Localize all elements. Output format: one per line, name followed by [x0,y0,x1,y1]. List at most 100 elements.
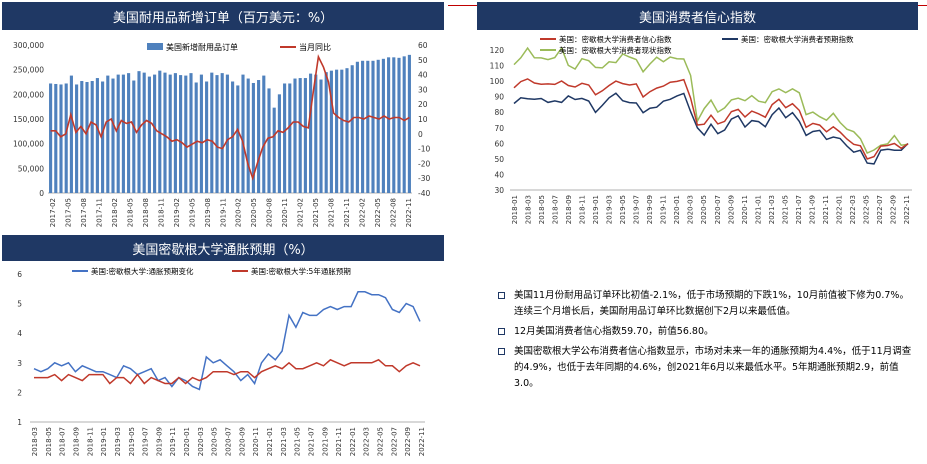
note-text: 12月美国消费者信心指数59.70，前值56.80。 [514,326,714,337]
left-y-tick-label: 250,000 [13,66,44,75]
right-y-tick-label: -40 [418,189,430,198]
durable-orders-bar [246,78,250,193]
left-y-tick-label: 100,000 [13,140,44,149]
x-tick-label: 2021-07 [795,195,803,224]
durable-orders-bar [69,75,73,193]
durable-orders-bar [392,57,396,194]
x-tick-label: 2022-09 [889,195,897,224]
x-tick-label: 2019-08 [204,198,212,227]
x-tick-label: 2022-02 [359,198,367,227]
durable-orders-bar [111,78,115,193]
x-tick-label: 2018-03 [525,195,533,224]
x-tick-label: 2019-05 [128,427,136,456]
x-tick-label: 2020-03 [687,195,695,224]
durable-orders-bar [95,78,99,193]
durable-orders-bar [64,83,68,193]
y-tick-label: 1 [17,418,22,427]
consumer-confidence-title: 美国消费者信心指数 [477,2,918,30]
note-inflation-expectation: 美国密歇根大学公布消费者信心指数显示，市场对未来一年的通胀预期为4.4%，低于1… [498,344,918,392]
y-tick-label: 50 [494,155,504,164]
durable-orders-bar [137,71,141,193]
legend-label: 美国:密歇根大学:通胀预期变化 [91,266,194,276]
durable-orders-bar [205,81,209,193]
durable-orders-bar [355,61,359,194]
y-tick-label: 110 [490,62,505,71]
durable-orders-bar [189,73,193,193]
x-tick-label: 2018-08 [142,198,150,227]
durable-orders-bar [215,75,219,193]
x-tick-label: 2021-03 [280,427,288,456]
right-y-tick-label: 10 [418,115,428,124]
y-tick-label: 2 [17,388,22,397]
durable-orders-bar [54,83,58,193]
durable-orders-bar [225,74,229,193]
durable-orders-bar [397,57,401,194]
right-y-tick-label: -20 [418,159,430,168]
x-tick-label: 2020-07 [225,427,233,456]
x-tick-label: 2019-09 [155,427,163,456]
x-tick-label: 2019-09 [646,195,654,224]
durable-orders-bar [75,84,79,193]
x-tick-label: 2022-07 [390,427,398,456]
x-tick-label: 2021-09 [321,427,329,456]
y-tick-label: 90 [494,93,504,102]
right-y-tick-label: 50 [418,56,428,65]
durable-orders-bar [179,75,183,193]
x-tick-label: 2019-05 [188,198,196,227]
legend-label: 当月同比 [299,42,331,52]
x-tick-label: 2022-05 [377,427,385,456]
durable-orders-bar [376,59,380,193]
x-tick-label: 2020-01 [183,427,191,456]
x-tick-label: 2022-08 [390,198,398,227]
right-y-tick-label: 20 [418,100,428,109]
x-tick-label: 2018-09 [565,195,573,224]
x-tick-label: 2020-07 [714,195,722,224]
legend-label: 美国：密歇根大学消费者现状指数 [559,45,672,55]
durable-orders-bar [132,80,136,193]
x-tick-label: 2019-03 [114,427,122,456]
legend-label: 美国新增耐用品订单 [166,42,238,52]
x-tick-label: 2017-11 [95,198,103,227]
x-tick-label: 2017-05 [64,198,72,227]
x-tick-label: 2021-08 [328,198,336,227]
x-tick-label: 2021-02 [297,198,305,227]
legend-label: 美国:密歇根大学:5年通胀预期 [251,266,351,276]
y-tick-label: 120 [490,46,505,55]
durable-orders-bar [314,74,318,193]
durable-orders-bar [309,73,313,193]
x-tick-label: 2018-11 [157,198,165,227]
x-tick-label: 2019-03 [606,195,614,224]
x-tick-label: 2021-01 [754,195,762,224]
x-tick-label: 2020-01 [673,195,681,224]
durable-orders-bar [199,74,203,193]
x-tick-label: 2018-05 [538,195,546,224]
durable-orders-bar [210,72,214,193]
x-tick-label: 2020-11 [252,427,260,456]
x-tick-label: 2022-09 [404,427,412,456]
durable-orders-bar [142,72,146,193]
x-tick-label: 2020-05 [211,427,219,456]
durable-orders-bar [168,74,172,193]
x-tick-label: 2022-01 [835,195,843,224]
durable-orders-bar [283,83,287,193]
inflation-series-line [33,291,421,391]
x-tick-label: 2018-09 [72,427,80,456]
square-bullet-icon [498,292,505,299]
durable-orders-bar [329,70,333,193]
left-y-tick-label: 0 [39,189,44,198]
left-y-tick-label: 200,000 [13,90,44,99]
x-tick-label: 2018-11 [86,427,94,456]
durable-orders-bar [236,85,240,193]
x-tick-label: 2020-09 [727,195,735,224]
durable-orders-bar [194,82,198,193]
x-tick-label: 2017-08 [80,198,88,227]
x-tick-label: 2018-07 [552,195,560,224]
x-tick-label: 2019-05 [619,195,627,224]
durable-orders-bar [303,78,307,193]
y-tick-label: 70 [494,124,504,133]
durable-orders-bar [59,84,63,193]
durable-orders-bar [277,94,281,193]
y-tick-label: 3 [17,359,22,368]
durable-orders-bar [220,73,224,193]
durable-orders-bar [80,81,84,193]
